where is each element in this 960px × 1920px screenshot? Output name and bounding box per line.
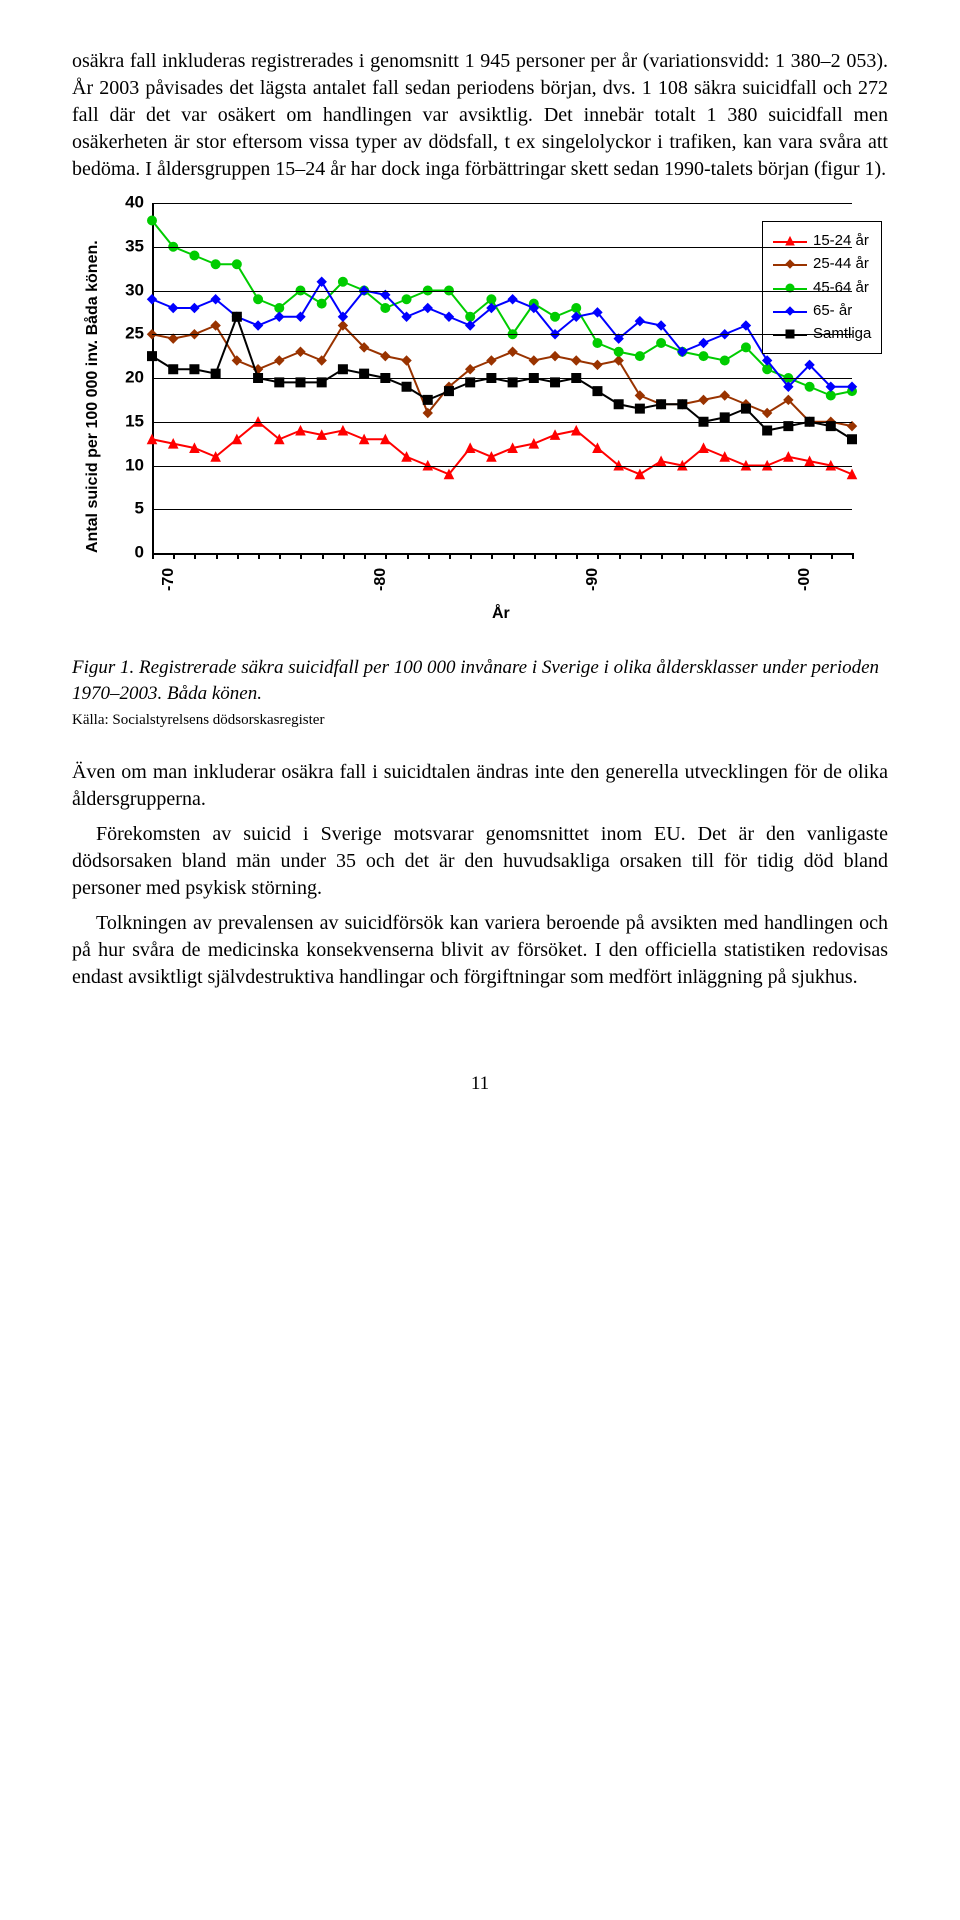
x-tick-mark [385,553,387,559]
x-tick-mark [513,553,515,559]
x-tick-mark [152,553,154,559]
gridline [152,422,852,423]
figure-1-chart: Antal suicid per 100 000 inv. Båda könen… [72,203,888,643]
x-tick-mark [746,553,748,559]
x-tick-mark [343,553,345,559]
x-tick-mark [279,553,281,559]
x-tick-mark [194,553,196,559]
y-tick-label: 5 [110,498,144,521]
x-tick-mark [470,553,472,559]
page-number: 11 [72,1071,888,1097]
x-tick-mark [725,553,727,559]
x-tick-mark [555,553,557,559]
y-tick-label: 10 [110,454,144,477]
y-tick-label: 15 [110,410,144,433]
legend-label: 65- år [813,301,852,321]
x-axis-title: År [492,603,510,625]
x-tick-mark [682,553,684,559]
legend-item: 25-44 år [773,254,871,274]
x-tick-label: -90 [582,568,604,591]
y-tick-label: 40 [110,192,144,215]
caption-text: Figur 1. Registrerade säkra suicidfall p… [72,657,879,704]
x-tick-mark [237,553,239,559]
x-tick-mark [364,553,366,559]
gridline [152,247,852,248]
body-paragraph-3: Förekomsten av suicid i Sverige motsvara… [72,821,888,902]
x-tick-mark [661,553,663,559]
x-tick-mark [640,553,642,559]
x-tick-mark [491,553,493,559]
body-paragraph-4: Tolkningen av prevalensen av suicidförsö… [72,910,888,991]
x-tick-mark [704,553,706,559]
legend-label: 25-44 år [813,254,869,274]
x-tick-mark [173,553,175,559]
x-tick-mark [852,553,854,559]
gridline [152,466,852,467]
x-tick-label: -70 [158,568,180,591]
x-tick-mark [597,553,599,559]
x-tick-mark [788,553,790,559]
x-tick-mark [767,553,769,559]
x-tick-label: -80 [370,568,392,591]
x-tick-mark [831,553,833,559]
x-tick-mark [449,553,451,559]
x-tick-mark [428,553,430,559]
intro-paragraph: osäkra fall inkluderas registrerades i g… [72,48,888,183]
y-tick-label: 35 [110,235,144,258]
gridline [152,378,852,379]
x-tick-mark [300,553,302,559]
x-tick-mark [216,553,218,559]
body-paragraph-2: Även om man inkluderar osäkra fall i sui… [72,759,888,813]
y-tick-label: 20 [110,367,144,390]
legend-item: 15-24 år [773,231,871,251]
x-tick-mark [407,553,409,559]
y-tick-label: 25 [110,323,144,346]
x-tick-mark [576,553,578,559]
legend-item: 65- år [773,301,871,321]
x-tick-mark [534,553,536,559]
chart-svg [72,203,872,623]
caption-source: Källa: Socialstyrelsens dödsorskasregist… [72,710,888,730]
legend-label: 45-64 år [813,278,869,298]
gridline [152,334,852,335]
x-tick-mark [810,553,812,559]
gridline [152,291,852,292]
legend-label: 15-24 år [813,231,869,251]
y-tick-label: 0 [110,542,144,565]
x-tick-mark [322,553,324,559]
x-tick-mark [258,553,260,559]
figure-caption: Figur 1. Registrerade säkra suicidfall p… [72,655,888,731]
y-tick-label: 30 [110,279,144,302]
gridline [152,203,852,204]
x-tick-label: -00 [794,568,816,591]
x-tick-mark [619,553,621,559]
gridline [152,509,852,510]
legend-item: 45-64 år [773,278,871,298]
